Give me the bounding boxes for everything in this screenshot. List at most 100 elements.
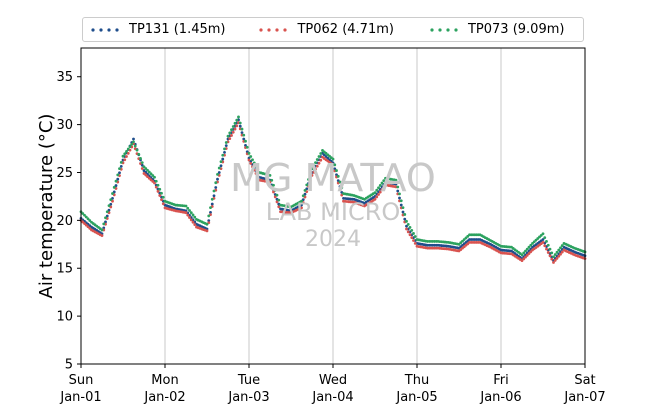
y-tick-label: 30 xyxy=(56,118,73,133)
data-point-interp xyxy=(219,164,223,168)
x-tick-label-date: Jan-05 xyxy=(395,390,437,405)
data-point-interp xyxy=(109,198,113,202)
data-point-interp xyxy=(230,134,233,137)
data-point xyxy=(310,167,314,171)
data-point-interp xyxy=(408,225,412,229)
x-tick-label-day: Mon xyxy=(151,373,178,388)
data-point-interp xyxy=(244,143,247,147)
data-point xyxy=(331,157,335,161)
data-point-interp xyxy=(543,236,547,240)
data-point xyxy=(405,224,408,228)
data-point-interp xyxy=(555,250,559,254)
data-point-interp xyxy=(396,189,400,193)
data-point-interp xyxy=(277,205,281,209)
x-tick-label-date: Jan-04 xyxy=(311,390,353,405)
y-tick-label: 10 xyxy=(56,310,73,325)
data-point-interp xyxy=(382,185,386,189)
data-point-interp xyxy=(303,188,307,192)
data-point-interp xyxy=(527,252,531,255)
data-point-interp xyxy=(126,151,130,155)
data-point-interp xyxy=(189,211,193,215)
data-point-interp xyxy=(137,152,141,156)
legend-label-tp131: TP131 (1.45m) xyxy=(129,22,226,37)
data-point xyxy=(132,137,135,141)
data-point-interp xyxy=(212,189,216,193)
data-point xyxy=(373,197,377,201)
data-point-interp xyxy=(214,186,218,189)
data-point-interp xyxy=(233,121,237,125)
data-point-interp xyxy=(522,251,526,255)
data-point-interp xyxy=(545,247,548,251)
data-point xyxy=(247,151,251,155)
legend-item-tp062: TP062 (4.71m) xyxy=(259,22,394,37)
data-point-interp xyxy=(410,229,414,232)
data-point-interp xyxy=(270,178,274,182)
data-point-interp xyxy=(251,165,254,169)
data-point-interp xyxy=(543,244,547,248)
data-point-interp xyxy=(161,195,165,199)
data-point-interp xyxy=(336,174,340,178)
data-point-interp xyxy=(252,168,256,172)
legend-label-tp073: TP073 (9.09m) xyxy=(467,22,565,37)
data-point-interp xyxy=(398,196,401,200)
data-point-interp xyxy=(399,203,403,207)
data-point-interp xyxy=(238,121,242,125)
data-point-interp xyxy=(375,195,379,199)
data-point-interp xyxy=(273,195,277,199)
data-point-interp xyxy=(228,131,232,135)
data-point-interp xyxy=(214,181,218,185)
data-point-interp xyxy=(412,239,415,242)
data-point-interp xyxy=(154,185,158,189)
data-point-interp xyxy=(139,157,142,160)
data-point-interp xyxy=(550,251,554,255)
data-point xyxy=(142,169,146,172)
data-point-interp xyxy=(557,248,561,252)
y-tick-label: 20 xyxy=(56,214,73,229)
x-axis: Sun Jan-01 Mon Jan-02 Tue Jan-03 Wed Jan-04 Thu J… xyxy=(59,364,606,405)
data-point xyxy=(132,140,135,144)
data-point-interp xyxy=(235,124,239,128)
data-point-interp xyxy=(104,220,107,224)
data-point-interp xyxy=(242,133,246,137)
data-point-interp xyxy=(272,190,275,194)
data-point xyxy=(268,180,272,184)
data-point-interp xyxy=(301,194,305,198)
data-point-interp xyxy=(158,194,162,197)
y-tick-label: 5 xyxy=(65,358,73,373)
data-point xyxy=(142,165,146,169)
plot-series xyxy=(79,115,587,264)
data-point xyxy=(111,192,114,195)
data-point-interp xyxy=(123,152,127,156)
data-point-interp xyxy=(209,210,212,214)
data-point-interp xyxy=(560,250,564,254)
data-point-interp xyxy=(524,255,527,259)
data-point-interp xyxy=(105,210,109,214)
y-axis-label: Air temperature (°C) xyxy=(36,114,57,299)
data-point-interp xyxy=(107,204,111,208)
data-point-interp xyxy=(135,148,139,152)
data-point-interp xyxy=(105,214,109,218)
data-point-interp xyxy=(312,164,316,168)
data-point-interp xyxy=(119,165,123,168)
data-point xyxy=(226,134,230,138)
data-point xyxy=(237,115,240,119)
data-point-interp xyxy=(401,206,405,210)
data-point-interp xyxy=(559,252,562,256)
data-point-interp xyxy=(84,215,88,219)
data-point-interp xyxy=(130,142,134,146)
data-point-interp xyxy=(189,218,193,222)
data-point xyxy=(205,222,209,226)
data-point-interp xyxy=(403,213,407,216)
data-point-interp xyxy=(144,167,148,170)
data-point-interp xyxy=(240,131,244,134)
data-point xyxy=(100,234,104,238)
data-point-interp xyxy=(380,188,384,192)
data-point-interp xyxy=(156,183,160,187)
data-point-interp xyxy=(83,213,86,217)
data-point-interp xyxy=(245,145,249,149)
data-point-interp xyxy=(242,137,246,141)
x-tick-label-day: Thu xyxy=(404,373,429,388)
x-tick-label-day: Wed xyxy=(319,373,347,388)
data-point-interp xyxy=(413,241,417,245)
data-point-interp xyxy=(125,150,128,153)
